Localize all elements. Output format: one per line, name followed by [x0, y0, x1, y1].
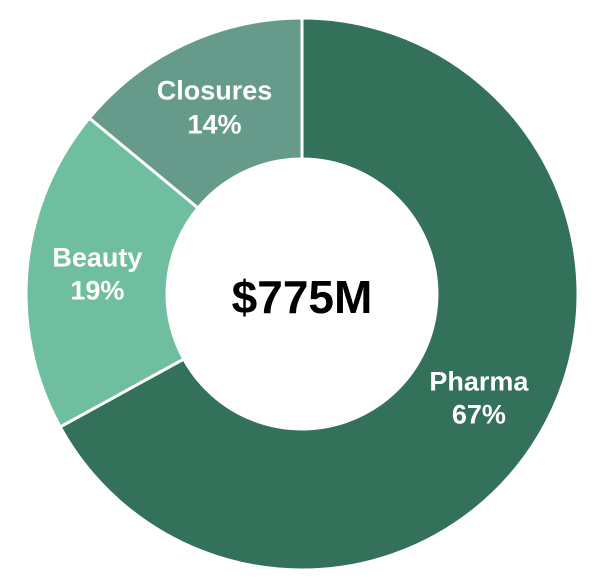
segment-label-pharma: Pharma 67%: [429, 365, 528, 433]
segment-percent: 19%: [70, 275, 125, 306]
segment-name: Pharma: [429, 365, 529, 396]
donut-segment-pharma: [58, 16, 580, 572]
segment-percent: 67%: [451, 399, 506, 430]
segment-percent: 14%: [187, 109, 242, 140]
donut-center-total: $775M: [231, 271, 373, 323]
segment-name: Beauty: [52, 241, 143, 272]
donut-segment-beauty: [24, 116, 200, 429]
segment-label-beauty: Beauty 19%: [52, 241, 142, 309]
segment-label-closures: Closures 14%: [157, 74, 273, 142]
donut-segment-closures: [87, 16, 304, 210]
segment-name: Closures: [156, 75, 273, 106]
